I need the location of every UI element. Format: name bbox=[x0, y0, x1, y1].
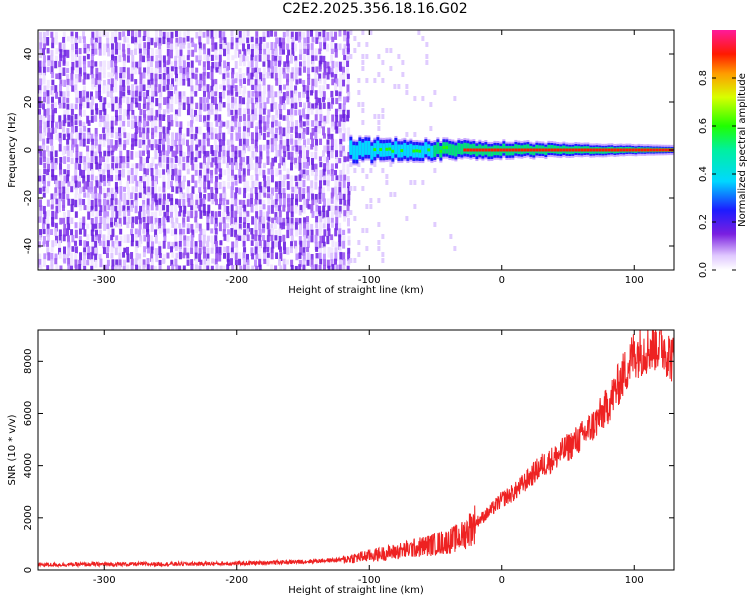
colorbar: 0.0 0.2 0.4 0.6 0.8 Normalized spectral ampl… bbox=[698, 30, 748, 278]
colorbar-ticks: 0.0 0.2 0.4 0.6 0.8 bbox=[698, 70, 736, 278]
x-tick-label: -300 bbox=[93, 575, 116, 586]
x-tick-label: 0 bbox=[499, 575, 505, 586]
spectrogram-x-label: Height of straight line (km) bbox=[288, 285, 424, 296]
x-tick-label: -100 bbox=[358, 275, 381, 286]
snr-x-label: Height of straight line (km) bbox=[288, 585, 424, 596]
x-tick-label: 0 bbox=[499, 275, 505, 286]
spectrogram-heatmap bbox=[38, 30, 674, 270]
snr-series-line bbox=[38, 330, 674, 569]
snr-x-ticks: -300 -200 -100 0 100 bbox=[93, 330, 644, 586]
x-tick-label: 100 bbox=[625, 275, 644, 286]
y-tick-label: 6000 bbox=[23, 401, 34, 426]
y-tick-label: 0 bbox=[23, 147, 34, 153]
spectrogram-x-ticks: -300 -200 -100 0 100 bbox=[93, 30, 644, 286]
y-tick-label: -20 bbox=[23, 190, 34, 206]
colorbar-gradient bbox=[712, 30, 736, 270]
snr-y-label: SNR (10 * v/v) bbox=[7, 414, 18, 485]
colorbar-tick-label: 0.2 bbox=[698, 214, 709, 230]
x-tick-label: 100 bbox=[625, 575, 644, 586]
y-tick-label: 40 bbox=[23, 48, 34, 61]
spectrogram-y-ticks: -40 -20 0 20 40 bbox=[23, 48, 674, 254]
y-tick-label: 20 bbox=[23, 96, 34, 109]
colorbar-tick-label: 0.4 bbox=[698, 166, 709, 182]
snr-frame bbox=[37, 329, 675, 571]
colorbar-tick-label: 0.8 bbox=[698, 70, 709, 86]
x-tick-label: -200 bbox=[225, 275, 248, 286]
spectrogram-y-label: Frequency (Hz) bbox=[7, 112, 18, 188]
colorbar-tick-label: 0.0 bbox=[698, 262, 709, 278]
chart-title: C2E2.2025.356.18.16.G02 bbox=[282, 1, 468, 17]
y-tick-label: 8000 bbox=[23, 349, 34, 374]
snr-y-ticks: 0 2000 4000 6000 8000 bbox=[23, 349, 674, 573]
y-tick-label: 0 bbox=[23, 567, 34, 573]
colorbar-tick-label: 0.6 bbox=[698, 118, 709, 134]
y-tick-label: 2000 bbox=[23, 505, 34, 530]
colorbar-label: Normalized spectral amplitude bbox=[737, 73, 748, 227]
y-tick-label: 4000 bbox=[23, 453, 34, 478]
y-tick-label: -40 bbox=[23, 238, 34, 254]
x-tick-label: -300 bbox=[93, 275, 116, 286]
x-tick-label: -100 bbox=[358, 575, 381, 586]
x-tick-label: -200 bbox=[225, 575, 248, 586]
